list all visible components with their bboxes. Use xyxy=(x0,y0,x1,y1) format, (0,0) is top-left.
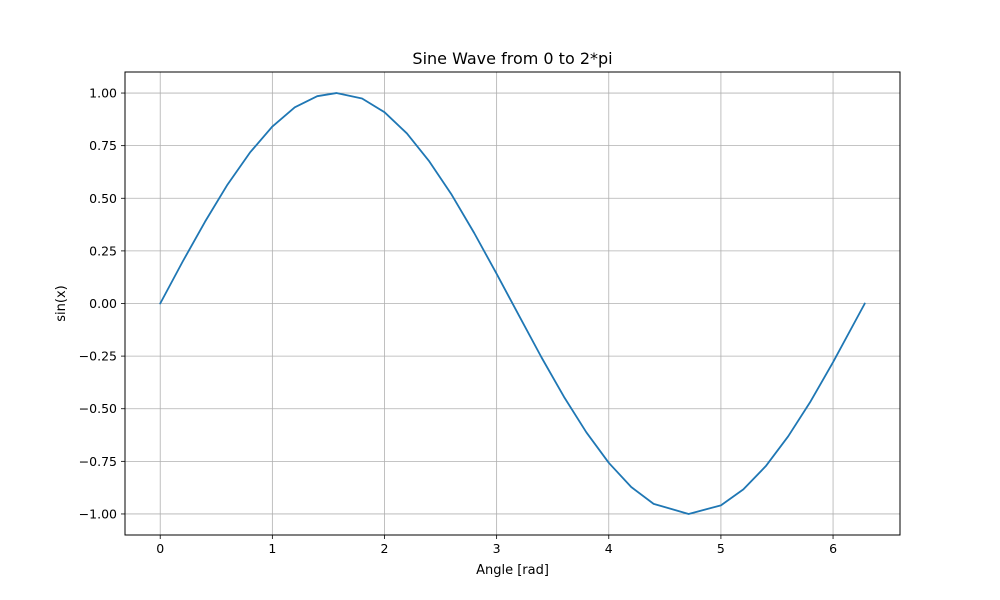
grid xyxy=(125,72,900,535)
y-tick-label: 1.00 xyxy=(89,86,117,101)
y-tick-label: −1.00 xyxy=(79,506,117,521)
y-tick-label: 0.25 xyxy=(89,243,117,258)
x-tick-label: 2 xyxy=(381,541,389,556)
ticks: 0 1 2 3 4 5 6 −1.00 −0.75 −0.50 −0.25 0.00 0.25 0.50 0… xyxy=(79,86,837,556)
y-tick-label: −0.75 xyxy=(79,454,117,469)
y-tick-label: 0.75 xyxy=(89,138,117,153)
y-axis-label: sin(x) xyxy=(54,285,69,321)
x-tick-label: 0 xyxy=(156,541,164,556)
x-tick-label: 3 xyxy=(493,541,501,556)
x-tick-label: 4 xyxy=(605,541,613,556)
x-axis-label: Angle [rad] xyxy=(476,563,549,578)
series-line xyxy=(159,92,866,515)
x-tick-label: 1 xyxy=(268,541,276,556)
x-tick-label: 6 xyxy=(829,541,837,556)
x-tick-label: 5 xyxy=(717,541,725,556)
chart-title: Sine Wave from 0 to 2*pi xyxy=(412,49,612,68)
y-tick-label: 0.50 xyxy=(89,191,117,206)
y-tick-label: −0.50 xyxy=(79,401,117,416)
y-tick-label: 0.00 xyxy=(89,296,117,311)
y-tick-label: −0.25 xyxy=(79,349,117,364)
series-layer xyxy=(159,92,866,515)
